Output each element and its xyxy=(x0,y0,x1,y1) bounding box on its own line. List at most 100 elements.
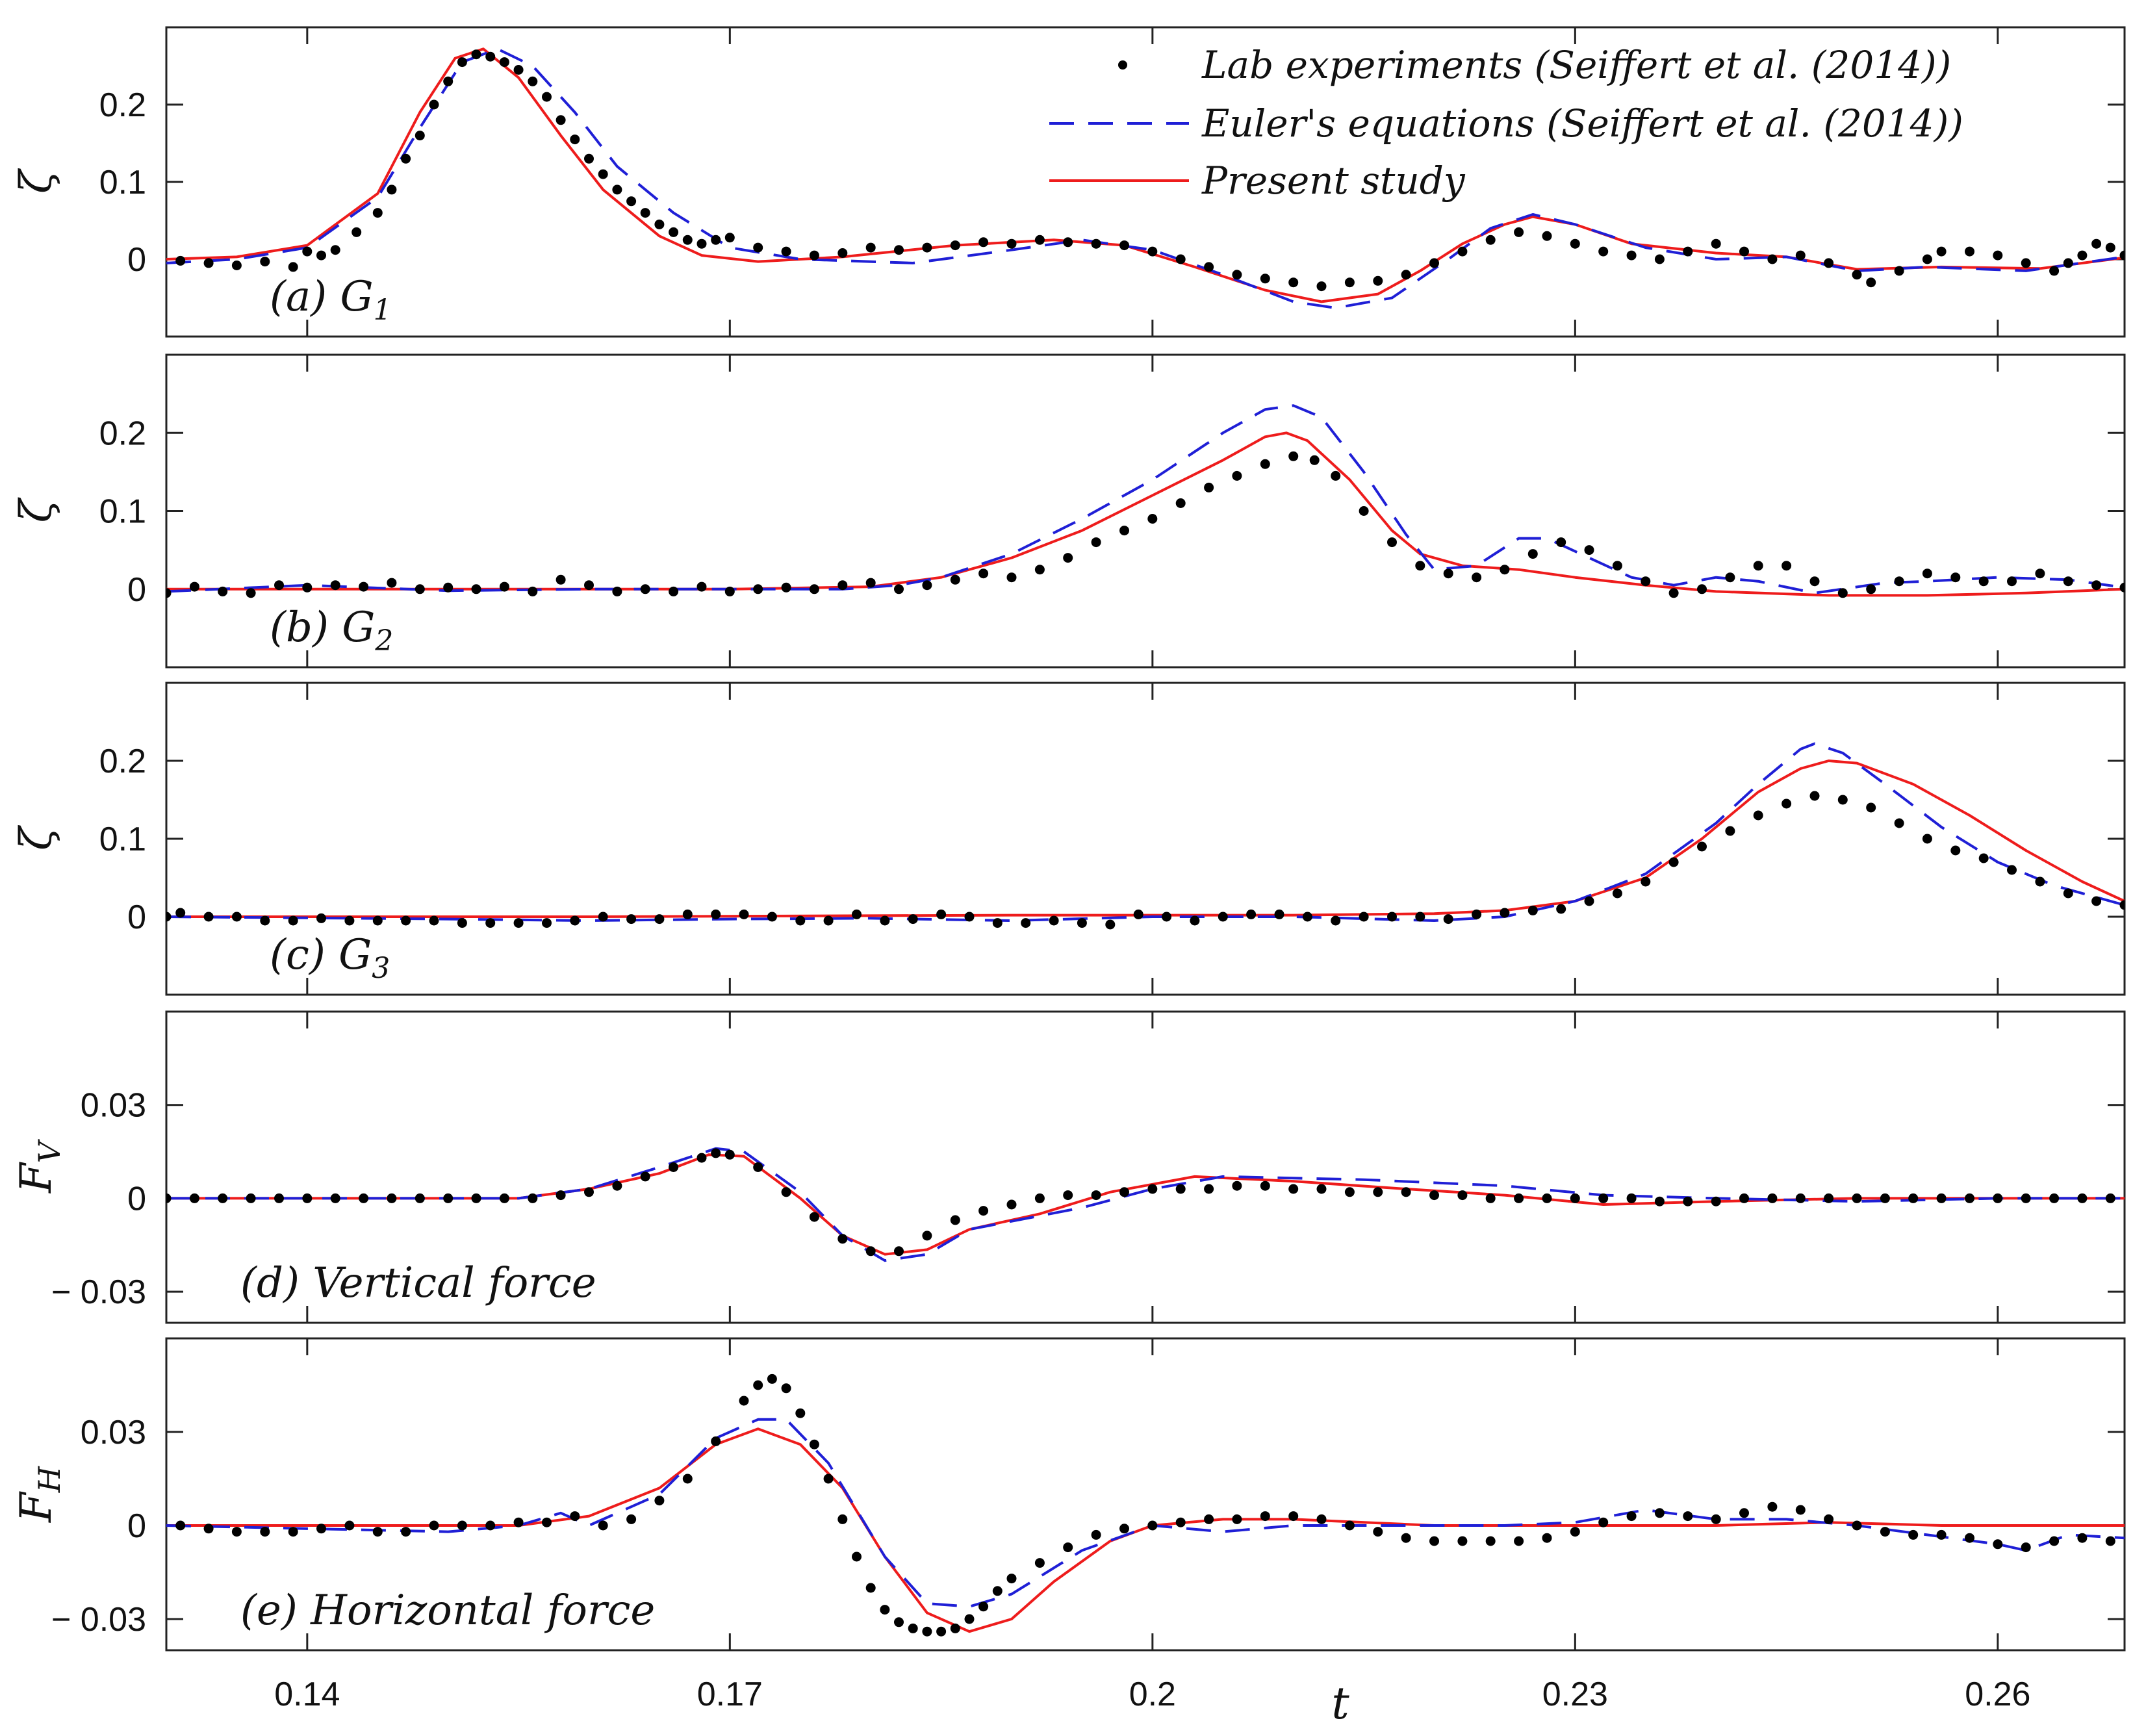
panel-c-ytick-label: 0.2 xyxy=(99,743,146,780)
panel-e-lab-point xyxy=(936,1626,947,1637)
panel-e-lab-point xyxy=(1175,1517,1186,1527)
panel-a-lab-point xyxy=(1204,262,1214,272)
panel-c-lab-point xyxy=(316,913,326,923)
panel-d-lab-point xyxy=(387,1193,397,1203)
panel-d-lab-point xyxy=(556,1190,566,1201)
panel-a-lab-point xyxy=(837,248,848,258)
panel-c-lab-point xyxy=(2091,896,2102,906)
panel-b-lab-point xyxy=(696,581,707,592)
panel-d-lab-point xyxy=(2105,1193,2115,1203)
panel-c-lab-point xyxy=(2119,900,2125,910)
panel-e-ytick-label: 0.03 xyxy=(81,1414,146,1451)
panel-b-lab-point xyxy=(1175,498,1186,508)
panel-a-lab-point xyxy=(302,246,313,257)
panel-d-lab-point xyxy=(189,1193,199,1203)
x-tick-label: 0.26 xyxy=(1965,1676,2030,1713)
panel-a-lab-point xyxy=(1598,246,1609,257)
panel-a-lab-point xyxy=(1824,258,1834,268)
panel-a-lab-point xyxy=(584,153,594,164)
panel-d-lab-point xyxy=(330,1193,340,1203)
panel-e-lab-point xyxy=(1795,1505,1806,1515)
panel-c-lab-point xyxy=(166,912,172,922)
panel-a-lab-point xyxy=(922,242,932,253)
panel-e-lab-point xyxy=(1147,1520,1158,1531)
panel-e-y-axis-label-sub: H xyxy=(32,1466,67,1493)
panel-a-lab-point xyxy=(1260,274,1270,284)
panel-a-lab-point xyxy=(1147,246,1158,257)
panel-c-lab-point xyxy=(1274,909,1284,919)
panel-a-lab-point xyxy=(485,51,496,62)
panel-d-lab-point xyxy=(1711,1196,1721,1206)
panel-d-lab-point xyxy=(1006,1199,1017,1210)
panel-c-lab-point xyxy=(880,915,890,926)
panel-a-lab-point xyxy=(1654,254,1665,264)
panel-b-lab-point xyxy=(1006,572,1017,583)
panel-b-lab-point xyxy=(1288,451,1299,461)
panel-c-lab-point xyxy=(1218,912,1228,922)
panel-b-lab-point xyxy=(1782,561,1792,571)
panel-b-lab-point xyxy=(584,580,594,591)
panel-a-lab-point xyxy=(528,76,538,86)
panel-d-lab-point xyxy=(1401,1187,1411,1197)
panel-b-lab-point xyxy=(1668,588,1679,598)
panel-a-ytick-label: 0.1 xyxy=(99,164,146,201)
panel-e-label-prefix: (e) xyxy=(240,1587,311,1635)
panel-b-lab-point xyxy=(1809,576,1820,587)
panel-a-lab-point xyxy=(556,115,566,125)
panel-a-lab-point xyxy=(1429,258,1439,268)
panel-b-lab-point xyxy=(218,586,228,596)
panel-c-lab-point xyxy=(682,909,693,919)
panel-c-lab-point xyxy=(2063,888,2073,899)
panel-c-lab-point xyxy=(203,912,214,922)
panel-a-lab-point xyxy=(978,237,989,248)
panel-a-lab-point xyxy=(542,92,552,102)
panel-b-lab-point xyxy=(1641,576,1651,587)
panel-e-lab-point xyxy=(344,1520,355,1531)
panel-a-y-axis-label: ζ xyxy=(11,168,61,194)
panel-e-lab-point xyxy=(260,1527,270,1537)
panel-c-lab-point xyxy=(1190,915,1200,926)
panel-d-lab-point xyxy=(1091,1190,1101,1201)
panel-c-ytick-label: 0.1 xyxy=(99,821,146,858)
panel-d-lab-point xyxy=(1683,1196,1693,1206)
panel-e-lab-point xyxy=(203,1524,214,1534)
panel-c-lab-point xyxy=(1753,810,1763,821)
legend-marker-lab xyxy=(1118,60,1127,70)
panel-d-lab-point xyxy=(1344,1187,1355,1197)
panel-e-lab-point xyxy=(950,1623,960,1633)
panel-a-lab-point xyxy=(612,185,622,195)
panel-a-lab-point xyxy=(330,245,340,255)
panel-a-lab-point xyxy=(471,49,481,60)
panel-e-lab-point xyxy=(1908,1529,1919,1540)
panel-b-lab-point xyxy=(2007,576,2017,587)
panel-a-lab-point xyxy=(499,57,509,68)
panel-a: 0 0.1 0.2 ζ (a) G1 xyxy=(11,26,2126,338)
panel-d-lab-point xyxy=(894,1246,904,1257)
panel-a-lab-point xyxy=(781,246,791,257)
panel-d-lab-point xyxy=(612,1181,622,1191)
panel-b-lab-point xyxy=(274,580,284,591)
panel-d-line-present xyxy=(166,1153,2125,1256)
panel-d-lab-point xyxy=(584,1187,594,1197)
panel-e-lab-point xyxy=(372,1527,383,1537)
panel-a-lab-point xyxy=(1866,277,1876,288)
panel-e-lab-point xyxy=(2105,1536,2115,1546)
panel-d-line-euler xyxy=(166,1147,2125,1262)
panel-a-lab-point xyxy=(1373,275,1383,286)
panel-c-lab-point xyxy=(1612,888,1622,899)
panel-a-lab-point xyxy=(1485,235,1496,245)
panel-a-lab-point xyxy=(1711,238,1721,249)
panel-b-y-axis-label-symbol: ζ xyxy=(11,496,61,522)
panel-b-label-prefix: (b) xyxy=(270,604,342,652)
panel-b-lab-point xyxy=(978,568,989,579)
panel-a-lab-point xyxy=(457,57,467,68)
panel-a-lab-point xyxy=(1894,266,1904,276)
panel-a-lab-point xyxy=(1795,250,1806,261)
panel-c-lab-point xyxy=(288,915,298,926)
panel-a-lab-point xyxy=(443,76,453,86)
panel-d-lab-point xyxy=(1260,1181,1270,1191)
panel-e-lab-point xyxy=(823,1474,834,1484)
panel-b-series xyxy=(166,404,2125,598)
x-tick-labels: 0.14 0.17 0.2 0.23 0.26 xyxy=(274,1676,2030,1713)
panel-a-lab-point xyxy=(1034,235,1045,245)
